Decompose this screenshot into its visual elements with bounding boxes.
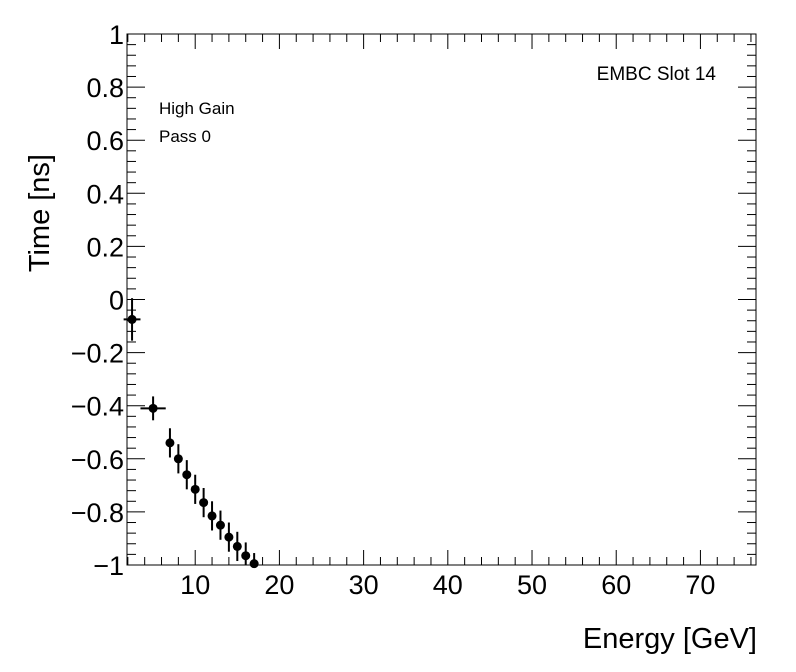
x-tick-label: 40 xyxy=(433,570,463,600)
point-marker xyxy=(249,559,259,569)
point-marker xyxy=(199,498,209,508)
point-marker xyxy=(165,438,175,448)
y-tick-labels: −1 −0.8 −0.6 −0.4 −0.2 0 0.2 0.4 0.6 0.8 1 xyxy=(71,20,124,581)
y-tick-label: 0.6 xyxy=(86,126,124,156)
y-tick-label: 1 xyxy=(109,20,124,50)
data-point xyxy=(190,474,200,504)
point-marker xyxy=(127,314,137,324)
x-tick-label: 50 xyxy=(517,570,547,600)
x-tick-label: 20 xyxy=(264,570,294,600)
point-marker xyxy=(182,470,192,480)
point-marker xyxy=(148,403,158,413)
point-marker xyxy=(207,511,217,521)
y-tick-label: 0.2 xyxy=(86,232,124,262)
data-point xyxy=(215,510,225,540)
data-point xyxy=(140,396,166,421)
annotation-pass: Pass 0 xyxy=(159,127,211,146)
annotation-gain: High Gain xyxy=(159,99,235,118)
x-axis-label: Energy [GeV] xyxy=(583,623,757,655)
x-tick-labels: 10 20 30 40 50 60 70 xyxy=(180,570,715,600)
point-marker xyxy=(241,551,251,561)
y-tick-label: 0 xyxy=(109,286,124,316)
y-axis-label: Time [ns] xyxy=(24,154,56,272)
point-marker xyxy=(173,454,183,464)
y-tick-label: 0.8 xyxy=(86,73,124,103)
data-point xyxy=(241,542,251,565)
data-point xyxy=(182,460,192,490)
data-point xyxy=(123,298,141,341)
data-point xyxy=(173,444,183,474)
point-marker xyxy=(190,484,200,494)
point-marker xyxy=(232,541,242,551)
point-marker xyxy=(215,520,225,530)
data-point xyxy=(207,501,217,531)
y-tick-label: −0.6 xyxy=(71,445,124,475)
point-marker xyxy=(224,532,234,542)
x-tick-label: 60 xyxy=(601,570,631,600)
y-tick-label: −0.8 xyxy=(71,498,124,528)
data-point xyxy=(249,553,259,569)
data-point xyxy=(224,522,234,552)
data-series xyxy=(123,298,259,569)
data-point xyxy=(165,428,175,458)
y-tick-label: 0.4 xyxy=(86,179,124,209)
annotation-slot: EMBC Slot 14 xyxy=(597,64,717,85)
y-tick-label: −0.2 xyxy=(71,339,124,369)
x-tick-label: 70 xyxy=(685,570,715,600)
y-tick-label: −0.4 xyxy=(71,392,124,422)
axis-ticks xyxy=(127,33,756,566)
x-tick-label: 10 xyxy=(180,570,210,600)
data-point xyxy=(199,488,209,518)
y-tick-label: −1 xyxy=(93,551,124,581)
x-tick-label: 30 xyxy=(349,570,379,600)
data-point xyxy=(232,531,242,562)
